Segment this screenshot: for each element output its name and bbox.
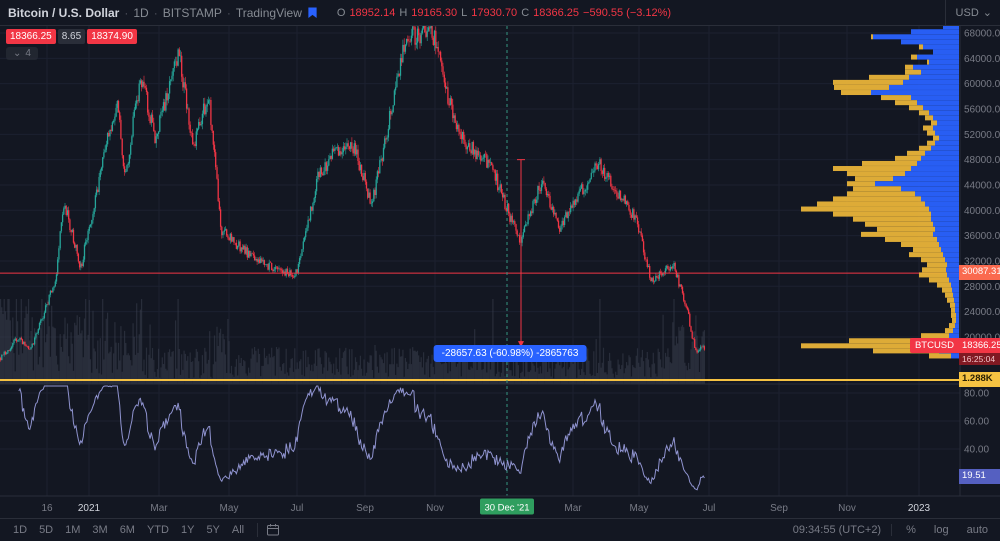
svg-text:40000.00: 40000.00	[964, 206, 1000, 217]
percent-scale-button[interactable]: %	[902, 523, 920, 537]
svg-text:60000.00: 60000.00	[964, 79, 1000, 90]
object-tree-collapse-button[interactable]: ⌄ 4	[6, 47, 38, 60]
volume-profile	[801, 26, 959, 359]
brand-name: TradingView	[235, 5, 302, 20]
symbol-badge: BTCUSD	[909, 338, 959, 353]
currency-label: USD	[955, 6, 979, 19]
hline-price-badge: 30087.31	[959, 265, 1000, 280]
go-to-date-button[interactable]	[257, 523, 280, 537]
svg-text:28000.00: 28000.00	[964, 282, 1000, 293]
close-value: 18366.25	[533, 6, 580, 19]
date-highlight-label: 30 Dec '21	[484, 503, 529, 514]
chevron-down-icon: ⌄	[982, 7, 992, 19]
bid-badge: 18366.25	[6, 29, 56, 44]
range-button-5d[interactable]: 5D	[34, 522, 58, 538]
open-label: O	[336, 6, 346, 19]
grid-lines	[0, 26, 960, 496]
rsi-line	[18, 385, 705, 491]
chart-area: 68000.00 64000.00 60000.00 56000.00 52000.00…	[0, 26, 1000, 518]
svg-text:44000.00: 44000.00	[964, 180, 1000, 191]
range-button-ytd[interactable]: YTD	[142, 522, 174, 538]
svg-text:Nov: Nov	[426, 503, 444, 514]
time-axis[interactable]: 16 2021 Mar May Jul Sep Nov Mar May Jul Sep Nov 2023…	[41, 498, 931, 515]
svg-text:2023: 2023	[908, 503, 931, 514]
svg-text:Mar: Mar	[150, 503, 168, 514]
currency-dropdown[interactable]: USD ⌄	[944, 0, 992, 25]
symbol-name[interactable]: Bitcoin / U.S. Dollar	[8, 5, 120, 20]
svg-text:36000.00: 36000.00	[964, 231, 1000, 242]
separator: ·	[153, 5, 158, 20]
candle-bodies-down	[0, 26, 706, 361]
bid-ask-legend: 18366.25 8.65 18374.90	[6, 29, 137, 44]
svg-text:32000.00: 32000.00	[964, 256, 1000, 267]
log-scale-button[interactable]: log	[930, 523, 953, 537]
low-label: L	[461, 6, 468, 19]
go-to-date-icon	[267, 524, 280, 536]
indicator-value-badge: 19.51	[959, 469, 1000, 484]
last-price-value: 18366.25	[959, 338, 1000, 353]
range-button-all[interactable]: All	[227, 522, 249, 538]
measure-tool-label: -28657.63 (-60.98%) -2865763	[433, 345, 587, 362]
svg-text:48000.00: 48000.00	[964, 155, 1000, 166]
price-axis[interactable]: 68000.00 64000.00 60000.00 56000.00 52000.00…	[964, 29, 1000, 456]
candle-wicks-up	[1, 26, 704, 361]
flag-icon[interactable]	[307, 7, 318, 19]
top-toolbar: Bitcoin / U.S. Dollar · 1D · BITSTAMP · …	[0, 0, 1000, 26]
candle-bodies-up	[1, 26, 704, 361]
svg-text:May: May	[630, 503, 649, 514]
chart-canvas[interactable]: 68000.00 64000.00 60000.00 56000.00 52000.00…	[0, 26, 1000, 518]
open-value: 18952.14	[349, 6, 396, 19]
range-button-6m[interactable]: 6M	[115, 522, 140, 538]
svg-text:2021: 2021	[78, 503, 101, 514]
svg-text:16: 16	[41, 503, 53, 514]
high-label: H	[399, 6, 408, 19]
range-button-1d[interactable]: 1D	[8, 522, 32, 538]
object-count: 4	[25, 48, 31, 59]
last-price-badge: BTCUSD 18366.25 16:25:04	[909, 338, 1000, 365]
auto-scale-button[interactable]: auto	[963, 523, 992, 537]
bottom-toolbar: 1D 5D 1M 3M 6M YTD 1Y 5Y All 09:34:55 (UTC+2) % …	[0, 518, 1000, 541]
server-clock[interactable]: 09:34:55 (UTC+2)	[792, 524, 882, 536]
high-value: 19165.30	[411, 6, 458, 19]
svg-text:20000.00: 20000.00	[964, 332, 1000, 343]
bar-countdown: 16:25:04	[959, 353, 1000, 365]
svg-text:60.00: 60.00	[964, 417, 989, 428]
range-button-1m[interactable]: 1M	[60, 522, 85, 538]
range-buttons: 1D 5D 1M 3M 6M YTD 1Y 5Y All	[8, 522, 280, 538]
measure-arrow	[518, 341, 524, 348]
svg-text:Mar: Mar	[564, 503, 582, 514]
ohlc-readout: O 18952.14 H 19165.30 L 17930.70 C 18366…	[337, 7, 671, 19]
svg-text:Jul: Jul	[703, 503, 716, 514]
range-button-5y[interactable]: 5Y	[201, 522, 224, 538]
change-value: −590.55 (−3.12%)	[583, 6, 672, 19]
ask-badge: 18374.90	[87, 29, 137, 44]
svg-text:Jul: Jul	[291, 503, 304, 514]
svg-text:64000.00: 64000.00	[964, 54, 1000, 65]
svg-text:Sep: Sep	[770, 503, 788, 514]
separator: ·	[226, 5, 231, 20]
range-button-1y[interactable]: 1Y	[176, 522, 199, 538]
close-label: C	[521, 6, 530, 19]
svg-text:Sep: Sep	[356, 503, 374, 514]
svg-text:68000.00: 68000.00	[964, 29, 1000, 40]
svg-text:Nov: Nov	[838, 503, 856, 514]
svg-text:24000.00: 24000.00	[964, 307, 1000, 318]
svg-text:52000.00: 52000.00	[964, 130, 1000, 141]
interval-button[interactable]: 1D	[133, 5, 149, 20]
svg-text:May: May	[220, 503, 239, 514]
svg-text:40.00: 40.00	[964, 445, 989, 456]
yellow-line-badge: 1.288K	[959, 372, 1000, 387]
date-highlight-badge	[480, 498, 534, 515]
chevron-down-icon: ⌄	[13, 48, 22, 59]
divider	[891, 524, 893, 536]
svg-text:56000.00: 56000.00	[964, 104, 1000, 115]
exchange-name: BITSTAMP	[162, 5, 222, 20]
separator: ·	[124, 5, 129, 20]
svg-text:80.00: 80.00	[964, 389, 989, 400]
spread-badge: 8.65	[57, 29, 86, 44]
low-value: 17930.70	[471, 6, 518, 19]
range-button-3m[interactable]: 3M	[87, 522, 112, 538]
